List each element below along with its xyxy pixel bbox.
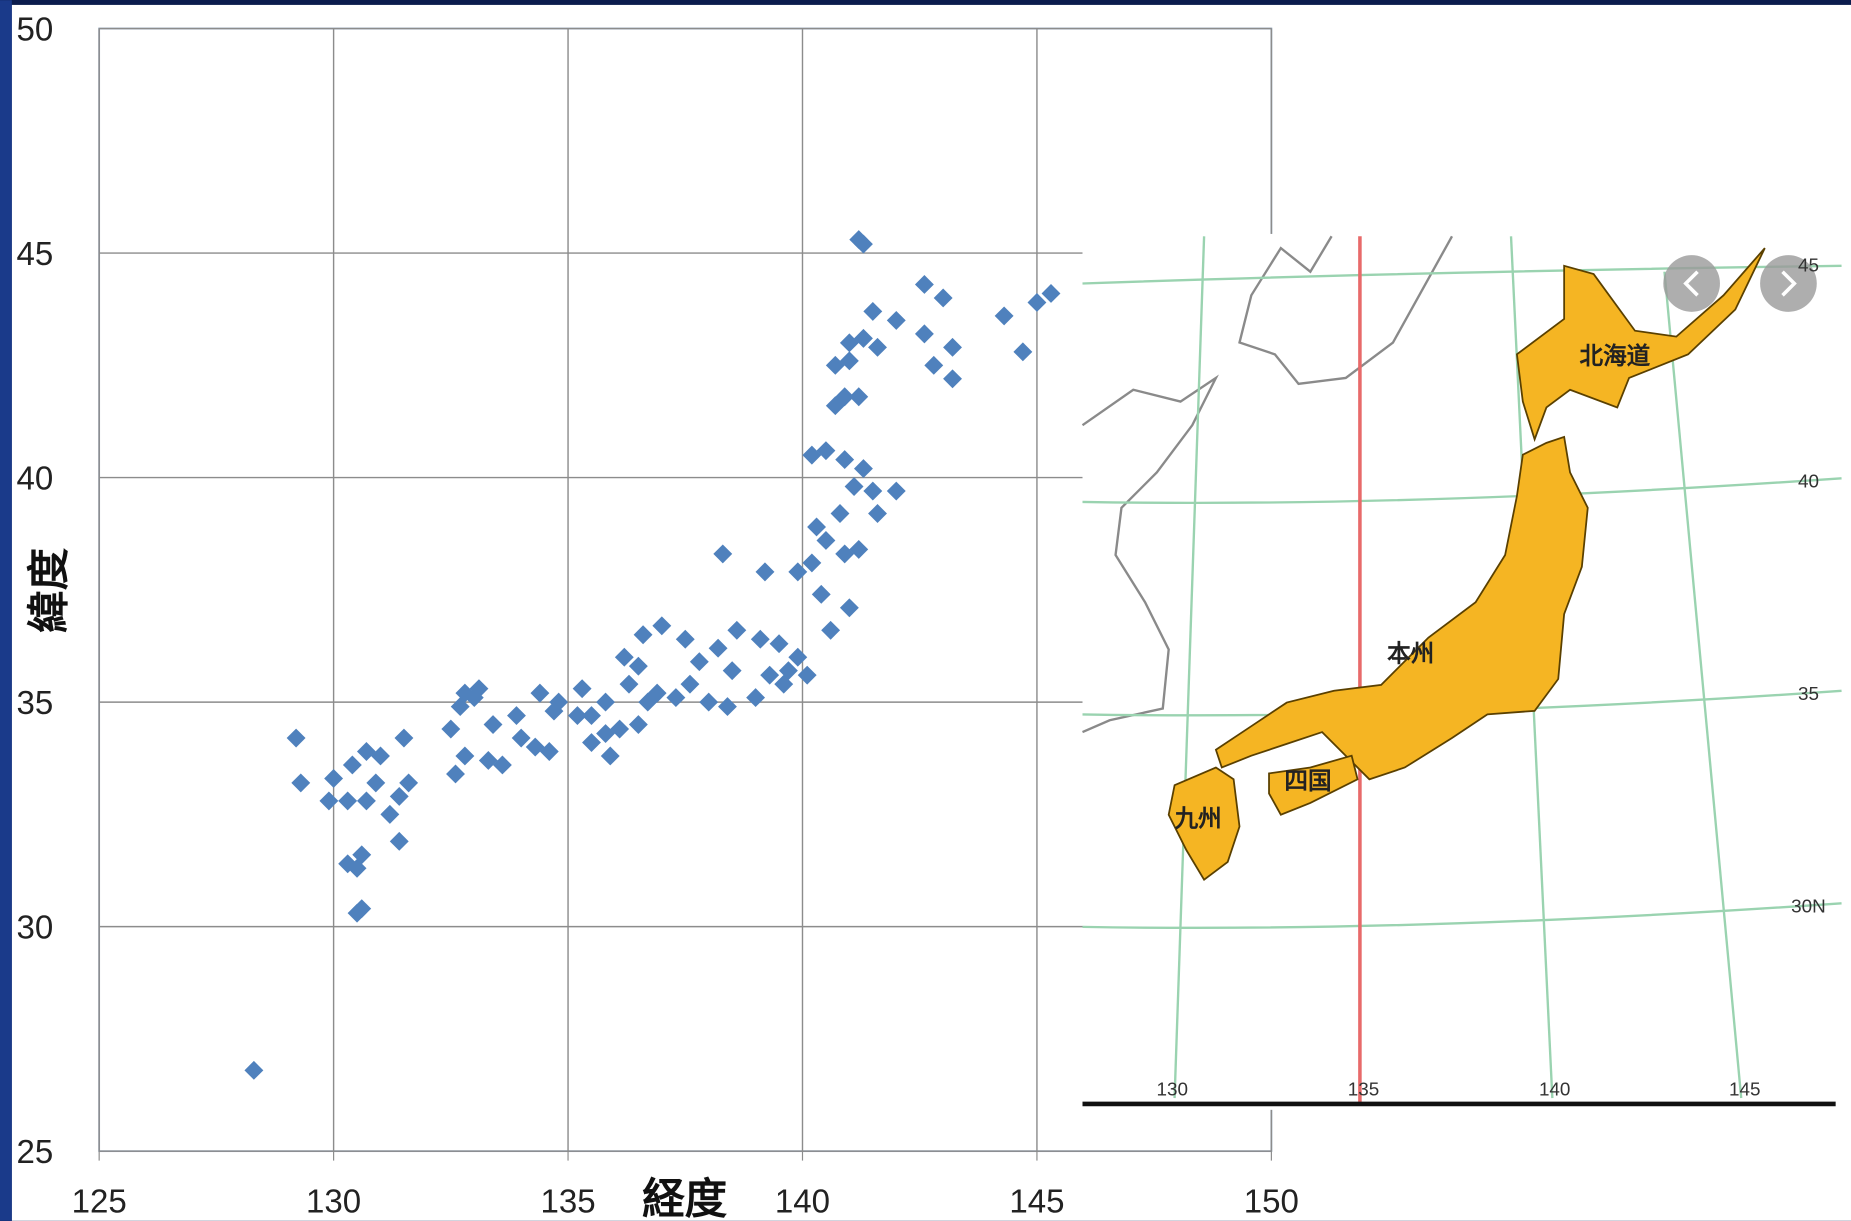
region-label: 九州 [1174,806,1222,833]
point [816,441,836,461]
map-lat-label: 30N [1791,897,1826,918]
coastlines [1081,235,1454,734]
point [596,724,616,743]
honshu [1214,435,1589,781]
point [722,661,742,681]
point [394,728,414,748]
point [994,306,1014,326]
next-button[interactable] [1760,255,1817,312]
point [746,688,766,708]
hokkaido [1515,247,1766,443]
point [478,751,498,770]
point [464,688,484,708]
nav-arrows [1683,270,1797,297]
point [319,791,339,811]
region-label: 本州 [1387,640,1434,667]
point [614,647,634,667]
map-lon-label: 130 [1156,1080,1188,1101]
point [511,728,531,748]
map-lat-label: 45 [1798,256,1819,277]
point [849,539,869,559]
point [492,755,512,775]
point [1041,284,1061,303]
point [1027,293,1047,312]
map-lat-label: 40 [1798,472,1819,493]
scatter-chart: 25 30 35 40 45 50 125 130 135 140 145 150 [17,11,1299,1220]
point [389,831,409,851]
region-label: 四国 [1284,769,1331,795]
prev-button[interactable] [1663,255,1720,312]
x-axis-title: 経度 [642,1177,727,1221]
map-lon-label: 145 [1729,1080,1761,1101]
point [446,764,465,784]
x-tick-label: 145 [1009,1184,1064,1221]
map-lon-label: 135 [1348,1080,1380,1101]
y-tick-label: 50 [17,11,54,48]
point [666,688,686,708]
point [816,531,836,550]
x-tick-label: 150 [1244,1184,1299,1221]
x-tick-label: 130 [306,1184,361,1221]
y-axis-title: 緯度 [27,547,74,632]
point [788,647,808,667]
region-label: 北海道 [1580,342,1651,370]
point [750,629,770,649]
shikoku [1268,754,1359,816]
y-tick-label: 25 [17,1134,54,1171]
map-image: 北海道 本州 四国 九州 130 135 140 145 45 40 35 30… [1081,233,1851,1110]
point [338,791,358,811]
point [680,674,700,694]
point [713,544,733,564]
point [628,656,648,676]
point [839,351,859,371]
point [582,706,601,726]
slide-edge [0,0,12,1221]
kyushu [1167,766,1241,881]
japan [1167,247,1766,881]
point [802,553,822,573]
x-tick-label: 135 [540,1184,595,1221]
point [619,674,639,694]
point [507,706,526,726]
point [774,674,794,694]
y-tick-label: 45 [17,236,54,273]
point [324,769,344,788]
point [544,701,564,721]
y-tick-label: 40 [17,460,54,497]
point [342,755,362,775]
map-lat-label: 35 [1798,684,1819,705]
point [338,854,358,874]
point [943,369,962,389]
point [727,620,747,640]
x-tick-label: 125 [72,1184,127,1221]
coastline [1238,235,1454,386]
coastline [1081,374,1219,734]
point [628,715,648,735]
graticule [1082,236,1842,1099]
x-tick-label: 140 [775,1184,830,1221]
point [849,387,869,407]
point [835,544,855,564]
point [769,634,789,654]
y-tick-label: 30 [17,909,54,946]
y-tick-label: 35 [17,685,54,722]
map-lon-label: 140 [1539,1080,1571,1101]
